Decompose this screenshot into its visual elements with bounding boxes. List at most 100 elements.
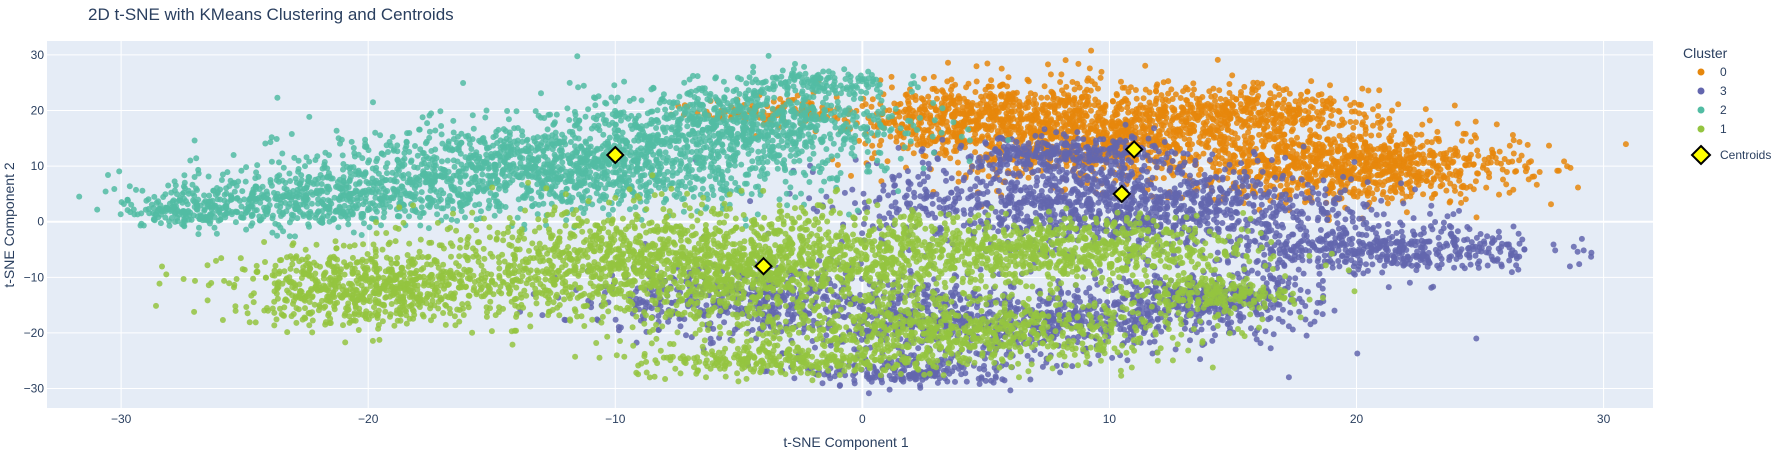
scatter-point: [1252, 238, 1259, 245]
scatter-point: [1450, 152, 1457, 159]
scatter-point: [910, 150, 917, 157]
scatter-point: [1074, 80, 1081, 87]
scatter-point: [1398, 170, 1405, 177]
scatter-point: [1451, 235, 1458, 242]
scatter-point: [1187, 127, 1194, 134]
scatter-point: [1218, 117, 1225, 124]
scatter-point: [1187, 107, 1194, 114]
scatter-point: [1451, 102, 1458, 109]
scatter-point: [1219, 140, 1226, 147]
scatter-point: [1390, 128, 1397, 135]
scatter-point: [1234, 188, 1241, 195]
scatter-point: [1375, 245, 1382, 251]
scatter-point: [1093, 123, 1100, 130]
scatter-point: [1351, 159, 1358, 165]
scatter-point: [1383, 253, 1390, 260]
scatter-point: [1341, 187, 1348, 194]
scatter-point: [1193, 179, 1200, 186]
scatter-point: [1316, 201, 1323, 208]
plot-area[interactable]: [47, 41, 1653, 408]
scatter-point: [1083, 93, 1089, 100]
scatter-point: [1014, 179, 1021, 186]
scatter-point: [1309, 158, 1316, 165]
scatter-point: [1392, 170, 1399, 176]
scatter-point: [1420, 191, 1427, 198]
scatter-point: [1278, 112, 1285, 118]
scatter-point: [1058, 71, 1065, 78]
scatter-point: [1192, 157, 1199, 164]
scatter-point: [1037, 205, 1044, 211]
scatter-point: [1045, 103, 1052, 110]
scatter-point: [1328, 112, 1335, 119]
scatter-point: [1214, 56, 1221, 63]
scatter-point: [1418, 155, 1425, 162]
scatter-point: [888, 73, 895, 80]
scatter-point: [1146, 118, 1153, 125]
scatter-point: [1231, 130, 1238, 137]
scatter-point: [1210, 164, 1217, 171]
scatter-point: [1165, 78, 1172, 85]
scatter-point: [1281, 263, 1288, 269]
scatter-point: [984, 60, 991, 67]
scatter-point: [849, 186, 856, 193]
scatter-point: [1295, 266, 1302, 273]
scatter-point: [1300, 270, 1307, 277]
scatter-point: [1503, 169, 1510, 175]
scatter-point: [974, 190, 981, 197]
scatter-point: [1271, 193, 1278, 200]
scatter-point: [1161, 205, 1168, 212]
scatter-point: [1476, 258, 1483, 265]
scatter-point: [1446, 257, 1453, 263]
scatter-point: [1293, 193, 1300, 200]
scatter-point: [919, 159, 926, 166]
scatter-point: [1177, 132, 1184, 139]
scatter-point: [1471, 132, 1478, 139]
scatter-point: [1278, 195, 1285, 202]
scatter-point: [1024, 76, 1031, 83]
scatter-point: [1124, 104, 1131, 111]
scatter-point: [997, 92, 1004, 99]
scatter-point: [1411, 232, 1418, 238]
scatter-point: [1317, 148, 1324, 155]
scatter-point: [1334, 220, 1341, 227]
scatter-point: [1273, 208, 1280, 215]
scatter-point: [1217, 95, 1224, 102]
scatter-point: [1168, 117, 1175, 124]
scatter-point: [1171, 202, 1178, 209]
scatter-point: [1184, 86, 1191, 93]
scatter-point: [1393, 230, 1400, 236]
scatter-point: [1399, 190, 1406, 196]
scatter-point: [1270, 214, 1277, 221]
scatter-point: [1335, 147, 1342, 154]
scatter-point: [1485, 245, 1492, 252]
scatter-point: [1117, 121, 1124, 128]
scatter-point: [945, 59, 951, 66]
scatter-point: [1115, 101, 1122, 107]
scatter-point: [1185, 101, 1191, 108]
scatter-point: [1385, 145, 1392, 152]
scatter-point: [1464, 236, 1471, 243]
scatter-point: [1059, 97, 1066, 104]
scatter-point: [1427, 210, 1433, 217]
scatter-point: [1133, 95, 1140, 102]
scatter-point: [1081, 123, 1088, 130]
scatter-point: [1017, 172, 1024, 179]
scatter-point: [1425, 238, 1432, 245]
scatter-point: [1327, 82, 1333, 89]
scatter-point: [1230, 169, 1237, 175]
scatter-point: [1181, 135, 1188, 142]
scatter-point: [1178, 118, 1185, 125]
scatter-point: [1061, 109, 1068, 116]
scatter-point: [1460, 130, 1467, 137]
scatter-point: [912, 110, 919, 117]
scatter-point: [1080, 118, 1087, 125]
scatter-point: [953, 207, 960, 214]
scatter-point: [1428, 202, 1435, 209]
scatter-point: [1260, 155, 1267, 161]
scatter-point: [1202, 143, 1209, 150]
scatter-point: [1074, 193, 1081, 200]
scatter-point: [1368, 132, 1375, 139]
scatter-point: [1017, 111, 1024, 118]
scatter-point: [1376, 257, 1383, 264]
scatter-point: [1028, 121, 1035, 127]
